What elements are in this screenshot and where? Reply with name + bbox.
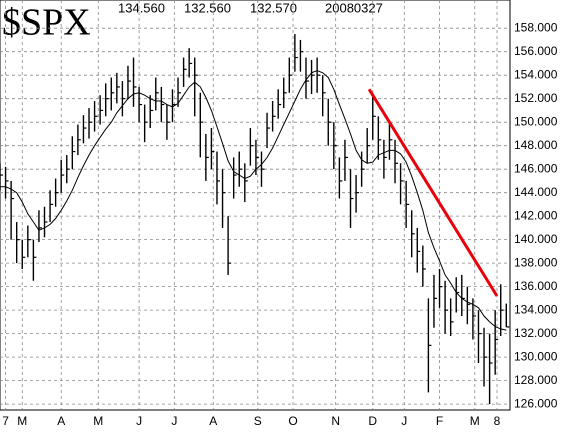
y-tick-label: 152.000 [514,91,558,105]
x-tick-label: F [436,414,443,428]
x-tick-label: A [57,414,65,428]
y-tick-label: 130.000 [514,349,558,363]
y-tick-label: 138.000 [514,255,558,269]
x-tick-label: D [368,414,377,428]
y-tick-label: 146.000 [514,161,558,175]
stat: 134.560 [118,0,165,15]
x-tick-label: J [171,414,177,428]
x-tick-label: O [288,414,297,428]
stat: 132.560 [184,0,231,15]
moving-average [0,69,507,331]
y-tick-label: 140.000 [514,232,558,246]
x-tick-label: M [17,414,27,428]
y-tick-label: 158.000 [514,20,558,34]
chart-title: $SPX [2,2,91,44]
x-tick-label: S [254,414,262,428]
x-tick-label: M [93,414,103,428]
y-tick-label: 144.000 [514,185,558,199]
y-tick-label: 132.000 [514,326,558,340]
plot-frame [0,0,511,411]
x-tick-label: A [209,414,217,428]
y-tick-label: 148.000 [514,138,558,152]
trendline [367,88,499,297]
date: 20080327 [325,0,383,15]
x-tick-label: 7 [2,414,9,428]
y-tick-label: 136.000 [514,279,558,293]
stat: 132.570 [250,0,297,15]
x-tick-label: N [331,414,340,428]
y-tick-label: 126.000 [514,396,558,410]
y-tick-label: 134.000 [514,302,558,316]
y-tick-label: 128.000 [514,373,558,387]
y-tick-label: 142.000 [514,208,558,222]
y-tick-label: 154.000 [514,67,558,81]
x-tick-label: M [470,414,480,428]
y-tick-label: 150.000 [514,114,558,128]
x-tick-label: J [401,414,407,428]
x-tick-label: J [136,414,142,428]
y-tick-label: 156.000 [514,44,558,58]
x-tick-label: 8 [494,414,501,428]
